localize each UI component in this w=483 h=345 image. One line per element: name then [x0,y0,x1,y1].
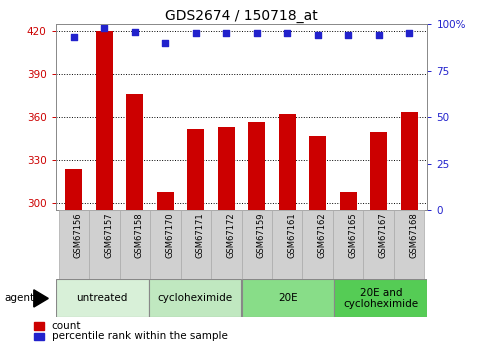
Point [405,31,413,36]
Point [100,25,108,31]
Bar [181,210,211,279]
Text: untreated: untreated [76,294,128,303]
Text: GSM67157: GSM67157 [104,213,114,258]
Bar [242,210,272,279]
Bar [370,132,387,210]
Text: GSM67168: GSM67168 [409,213,418,258]
Bar [66,169,82,210]
Text: cycloheximide: cycloheximide [157,294,233,303]
Point [131,29,139,34]
Text: percentile rank within the sample: percentile rank within the sample [52,332,227,342]
Text: agent: agent [5,294,35,303]
Text: 20E and
cycloheximide: 20E and cycloheximide [343,288,419,309]
Bar [211,210,242,279]
Text: GSM67156: GSM67156 [74,213,83,258]
Text: GSM67158: GSM67158 [135,213,144,258]
Bar [309,136,326,210]
Bar [218,127,235,210]
Bar [401,111,417,210]
Point [192,31,199,36]
Point [253,31,261,36]
Text: GSM67170: GSM67170 [165,213,174,258]
Text: GSM67171: GSM67171 [196,213,205,258]
Bar [272,210,302,279]
Bar [242,279,334,317]
Text: GSM67172: GSM67172 [226,213,235,258]
Bar [157,192,174,210]
Polygon shape [34,290,48,307]
Bar [127,95,143,210]
Bar [333,210,363,279]
Bar [334,279,427,317]
Bar [89,210,120,279]
Text: count: count [52,321,81,331]
Bar [279,115,296,210]
Bar [56,279,149,317]
Bar [248,121,265,210]
Bar [120,210,150,279]
Text: 20E: 20E [278,294,298,303]
Bar [34,322,44,330]
Bar [302,210,333,279]
Point [70,34,78,40]
Text: GSM67165: GSM67165 [348,213,357,258]
Text: GDS2674 / 150718_at: GDS2674 / 150718_at [165,9,318,23]
Point [222,31,230,36]
Text: GSM67162: GSM67162 [318,213,327,258]
Bar [58,210,89,279]
Bar [394,210,425,279]
Text: GSM67159: GSM67159 [257,213,266,258]
Bar [363,210,394,279]
Bar [150,210,181,279]
Point [375,32,383,38]
Bar [34,333,44,340]
Text: GSM67161: GSM67161 [287,213,296,258]
Bar [340,192,356,210]
Bar [96,31,113,210]
Bar [187,129,204,210]
Point [161,40,169,46]
Bar [149,279,242,317]
Point [344,32,352,38]
Point [284,31,291,36]
Text: GSM67167: GSM67167 [379,213,388,258]
Point [314,32,322,38]
